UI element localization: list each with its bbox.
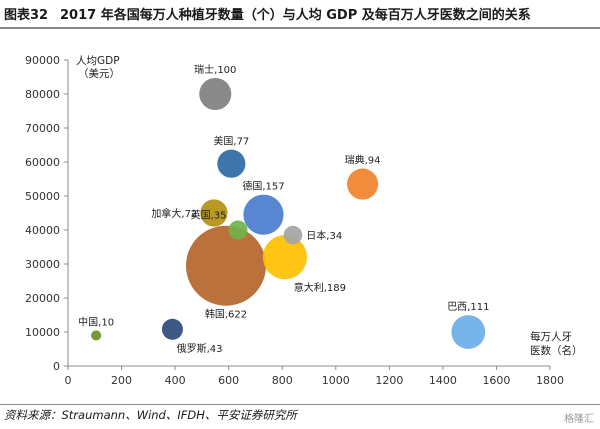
bubble-chart: 0100002000030000400005000060000700008000… [25,54,583,387]
source-note: 资料来源：Straumann、Wind、IFDH、平安证券研究所 [4,408,297,422]
header-divider [0,27,600,29]
y-tick-label: 60000 [25,156,60,169]
point-label-俄罗斯: 俄罗斯,43 [177,342,223,355]
footer-divider [0,404,600,405]
x-tick-label: 1800 [536,374,564,387]
x-axis-title-line1: 每万人牙 [530,330,572,343]
bubble-中国 [91,330,102,341]
bubble-加拿大 [200,199,228,227]
bubble-英国 [228,220,248,240]
point-label-瑞典: 瑞典,94 [345,154,381,167]
point-label-德国: 德国,157 [242,180,284,193]
figure-header: 图表32 2017 年各国每万人种植牙数量（个）与人均 GDP 及每百万人牙医数… [0,0,600,26]
bubble-韩国 [185,225,266,306]
point-label-韩国: 韩国,622 [205,308,247,321]
bubble-日本 [283,225,303,245]
bubble-瑞士 [199,77,232,111]
y-axis-title-line2: （美元） [78,67,120,80]
x-tick-label: 1200 [375,374,403,387]
point-label-美国: 美国,77 [213,135,249,148]
y-tick-label: 40000 [25,224,60,237]
y-tick-label: 0 [53,360,60,373]
point-label-中国: 中国,10 [78,315,114,328]
bubbles [91,77,486,349]
figure-title: 2017 年各国每万人种植牙数量（个）与人均 GDP 及每百万人牙医数之间的关系 [60,8,531,23]
y-tick-label: 70000 [25,122,60,135]
bubble-德国 [243,194,284,235]
x-tick-label: 1000 [322,374,350,387]
y-tick-label: 10000 [25,326,60,339]
y-tick-label: 90000 [25,54,60,67]
point-label-意大利: 意大利,189 [294,281,346,294]
point-label-瑞士: 瑞士,100 [194,63,236,76]
bubble-美国 [217,149,246,178]
point-label-日本: 日本,34 [306,229,342,242]
bubble-俄罗斯 [161,318,183,340]
x-tick-label: 200 [111,374,132,387]
watermark: 格隆汇 [564,414,594,425]
y-tick-label: 80000 [25,88,60,101]
point-label-英国: 英国,35 [191,209,227,222]
x-tick-label: 800 [272,374,293,387]
point-label-加拿大: 加拿大,72 [151,207,197,220]
y-tick-label: 30000 [25,258,60,271]
x-tick-label: 1600 [482,374,510,387]
x-tick-label: 1400 [429,374,457,387]
x-tick-label: 400 [165,374,186,387]
bubble-瑞典 [347,168,379,200]
bubble-意大利 [262,235,307,280]
y-tick-label: 50000 [25,190,60,203]
x-axis-title-line2: 医数（名） [530,344,583,357]
point-label-巴西: 巴西,111 [447,301,489,313]
axes: 0100002000030000400005000060000700008000… [25,54,564,387]
x-tick-label: 600 [218,374,239,387]
y-tick-label: 20000 [25,292,60,305]
y-axis-title-line1: 人均GDP [76,55,120,67]
bubble-巴西 [451,315,486,349]
x-tick-label: 0 [65,374,72,387]
figure-number: 图表32 [4,8,49,23]
